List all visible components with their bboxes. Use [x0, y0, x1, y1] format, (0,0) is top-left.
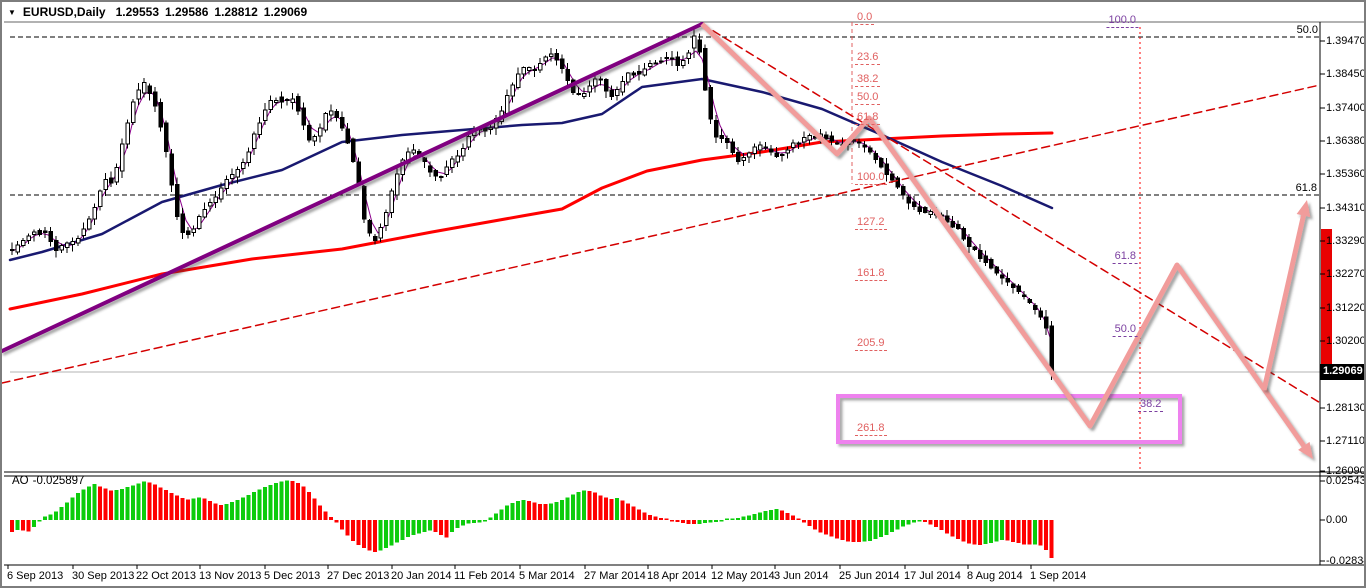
chart-symbol-label: EURUSD,Daily — [22, 5, 106, 19]
uptrend-line-purple[interactable] — [2, 22, 704, 353]
ao-value: -0.025897 — [32, 475, 85, 487]
ao-histogram — [10, 480, 1054, 558]
ma-navy-line — [8, 77, 1054, 262]
chart-dropdown-icon[interactable]: ▼ — [8, 8, 16, 17]
ohlc-low-value: 1.28812 — [214, 5, 258, 19]
ma-magenta-line — [11, 50, 1051, 338]
projection-up-arrow[interactable] — [1261, 200, 1311, 391]
descending-trendline[interactable] — [701, 23, 1323, 405]
current-price-box: 1.29069 — [1320, 364, 1364, 380]
ohlc-open-value: 1.29553 — [115, 5, 159, 19]
projection-zigzag-arrow[interactable] — [700, 22, 1313, 459]
support-zone-rectangle[interactable] — [836, 394, 1182, 444]
ohlc-close-value: 1.29069 — [263, 5, 308, 19]
candles-series — [9, 27, 1054, 380]
red-measure-bar[interactable] — [1321, 229, 1332, 372]
ma-red-line — [8, 131, 1054, 311]
ao-name: AO — [12, 475, 29, 487]
ao-indicator-title: AO -0.025897 — [12, 475, 88, 487]
chart-title: ▼ EURUSD,Daily 1.29553 1.29586 1.28812 1.2906… — [8, 5, 313, 19]
ohlc-high-value: 1.29586 — [165, 5, 209, 19]
ascending-channel-line[interactable] — [2, 84, 1321, 384]
